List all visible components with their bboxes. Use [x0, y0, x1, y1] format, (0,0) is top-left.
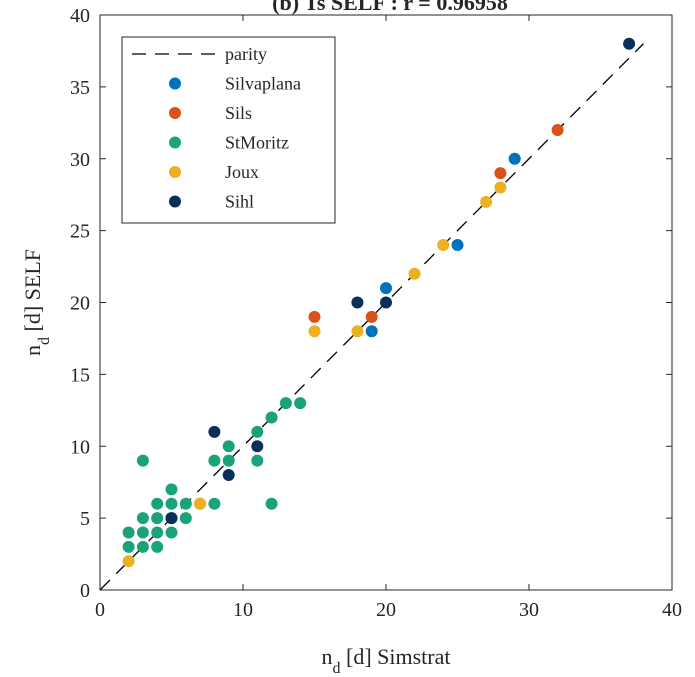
legend-marker [169, 77, 181, 90]
x-tick-label: 10 [233, 599, 253, 621]
data-point-stmoritz [136, 526, 149, 539]
data-point-silvaplana [380, 282, 392, 295]
x-tick-label: 40 [662, 599, 682, 621]
data-point-stmoritz [222, 454, 235, 467]
data-point-sihl [208, 425, 221, 438]
data-point-sihl [623, 37, 636, 50]
legend-label: Silvaplana [225, 74, 301, 94]
data-point-sils [494, 167, 507, 180]
data-point-joux [308, 325, 321, 338]
data-point-sihl [351, 296, 364, 309]
data-point-sihl [251, 440, 264, 453]
data-point-stmoritz [294, 397, 307, 410]
series-sils [308, 124, 564, 323]
legend-marker [169, 107, 181, 119]
axes: 0 10 20 30 40 0 5 10 15 20 25 30 35 40 [70, 5, 682, 621]
data-point-stmoritz [151, 497, 164, 510]
x-axis-label: nd [d] Simstrat [322, 644, 451, 677]
series-joux [122, 181, 507, 568]
data-point-stmoritz [122, 540, 135, 553]
y-tick-label: 20 [70, 293, 90, 315]
data-point-silvaplana [451, 239, 464, 251]
y-tick-label: 10 [70, 436, 90, 458]
data-point-stmoritz [122, 526, 135, 539]
data-point-silvaplana [365, 325, 378, 338]
data-point-sihl [380, 296, 392, 309]
x-tick-label: 0 [95, 599, 105, 621]
data-point-joux [122, 555, 135, 568]
legend-label: Joux [225, 162, 259, 182]
x-tick-label: 30 [519, 599, 539, 621]
x-tick-label: 20 [376, 599, 396, 621]
data-point-stmoritz [179, 512, 192, 525]
data-points [122, 37, 636, 568]
data-point-stmoritz [151, 540, 164, 553]
y-tick-label: 40 [70, 5, 90, 27]
legend-marker [169, 195, 181, 208]
series-sihl [165, 37, 636, 525]
legend: parity Silvaplana Sils StMoritz Joux Sihl [121, 36, 336, 224]
data-point-joux [408, 267, 421, 280]
parity-layer [99, 43, 644, 591]
data-point-sils [551, 124, 564, 136]
y-tick-label: 0 [80, 580, 90, 602]
y-tick-label: 5 [80, 508, 90, 530]
y-tick-label: 35 [70, 77, 90, 99]
data-point-stmoritz [222, 440, 235, 453]
data-point-stmoritz [208, 497, 221, 510]
data-point-stmoritz [251, 454, 264, 467]
data-point-stmoritz [165, 483, 178, 496]
y-tick-label: 25 [70, 221, 90, 243]
legend-label: Sihl [225, 192, 254, 212]
data-point-joux [494, 181, 507, 194]
legend-marker [169, 166, 181, 178]
legend-box [121, 36, 336, 224]
data-point-sils [365, 310, 378, 323]
legend-marker [169, 136, 181, 149]
data-point-stmoritz [279, 397, 292, 410]
data-point-stmoritz [136, 512, 149, 525]
y-tick-label: 30 [70, 149, 90, 171]
data-point-silvaplana [508, 152, 521, 165]
legend-label: parity [225, 44, 267, 64]
data-point-stmoritz [265, 497, 278, 510]
data-point-stmoritz [165, 497, 178, 510]
data-point-stmoritz [151, 526, 164, 539]
data-point-joux [480, 195, 493, 208]
data-point-joux [351, 325, 364, 338]
data-point-stmoritz [136, 540, 149, 553]
data-point-joux [194, 497, 207, 510]
data-point-sihl [222, 469, 235, 481]
data-point-stmoritz [265, 411, 278, 424]
data-point-stmoritz [179, 497, 192, 510]
data-point-stmoritz [208, 454, 221, 467]
parity-line [99, 43, 644, 591]
data-point-stmoritz [136, 454, 149, 467]
legend-label: StMoritz [225, 133, 289, 153]
data-point-stmoritz [165, 526, 178, 539]
y-axis-label: nd [d] SELF [20, 249, 53, 356]
data-point-stmoritz [251, 425, 264, 438]
data-point-sils [308, 310, 321, 323]
data-point-joux [437, 239, 450, 251]
data-point-stmoritz [151, 512, 164, 525]
legend-label: Sils [225, 103, 252, 123]
chart-title: (b) Ts SELF : r = 0.96958 [272, 0, 508, 15]
series-silvaplana [365, 152, 521, 338]
data-point-sihl [165, 512, 178, 525]
y-tick-label: 15 [70, 364, 90, 386]
